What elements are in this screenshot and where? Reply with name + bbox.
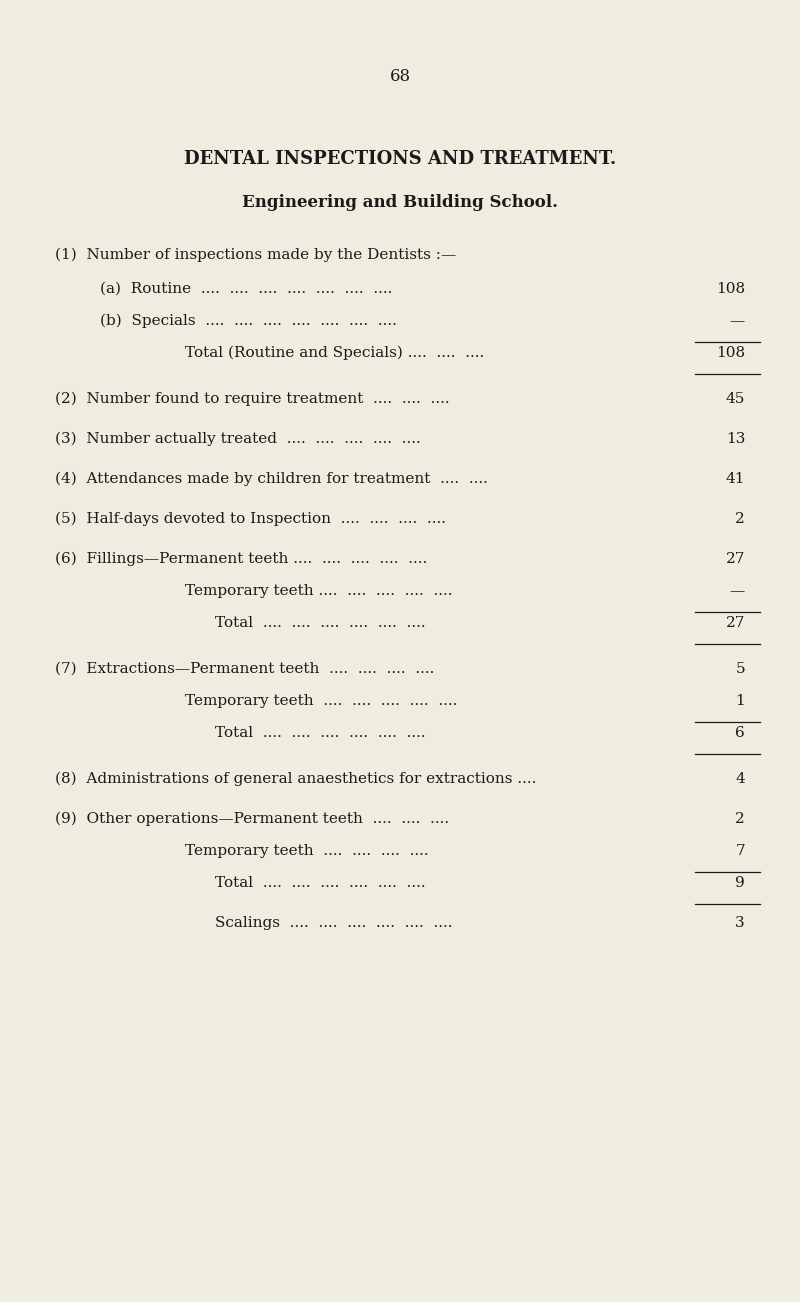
Text: 41: 41 [726, 473, 745, 486]
Text: (6)  Fillings—Permanent teeth ....  ....  ....  ....  ....: (6) Fillings—Permanent teeth .... .... .… [55, 552, 427, 566]
Text: 108: 108 [716, 346, 745, 359]
Text: 108: 108 [716, 283, 745, 296]
Text: 2: 2 [735, 812, 745, 825]
Text: 45: 45 [726, 392, 745, 406]
Text: (4)  Attendances made by children for treatment  ....  ....: (4) Attendances made by children for tre… [55, 473, 488, 487]
Text: (8)  Administrations of general anaesthetics for extractions ....: (8) Administrations of general anaesthet… [55, 772, 536, 786]
Text: (2)  Number found to require treatment  ....  ....  ....: (2) Number found to require treatment ..… [55, 392, 450, 406]
Text: Temporary teeth  ....  ....  ....  ....: Temporary teeth .... .... .... .... [185, 844, 429, 858]
Text: 2: 2 [735, 512, 745, 526]
Text: 9: 9 [735, 876, 745, 891]
Text: (a)  Routine  ....  ....  ....  ....  ....  ....  ....: (a) Routine .... .... .... .... .... ...… [100, 283, 392, 296]
Text: (5)  Half-days devoted to Inspection  ....  ....  ....  ....: (5) Half-days devoted to Inspection ....… [55, 512, 446, 526]
Text: (3)  Number actually treated  ....  ....  ....  ....  ....: (3) Number actually treated .... .... ..… [55, 432, 421, 447]
Text: Temporary teeth ....  ....  ....  ....  ....: Temporary teeth .... .... .... .... .... [185, 585, 453, 598]
Text: (9)  Other operations—Permanent teeth  ....  ....  ....: (9) Other operations—Permanent teeth ...… [55, 812, 449, 827]
Text: DENTAL INSPECTIONS AND TREATMENT.: DENTAL INSPECTIONS AND TREATMENT. [184, 150, 616, 168]
Text: Total (Routine and Specials) ....  ....  ....: Total (Routine and Specials) .... .... .… [185, 346, 484, 361]
Text: 27: 27 [726, 616, 745, 630]
Text: —: — [730, 314, 745, 328]
Text: 6: 6 [735, 727, 745, 740]
Text: Temporary teeth  ....  ....  ....  ....  ....: Temporary teeth .... .... .... .... .... [185, 694, 458, 708]
Text: (b)  Specials  ....  ....  ....  ....  ....  ....  ....: (b) Specials .... .... .... .... .... ..… [100, 314, 397, 328]
Text: (7)  Extractions—Permanent teeth  ....  ....  ....  ....: (7) Extractions—Permanent teeth .... ...… [55, 661, 434, 676]
Text: Total  ....  ....  ....  ....  ....  ....: Total .... .... .... .... .... .... [215, 727, 426, 740]
Text: Total  ....  ....  ....  ....  ....  ....: Total .... .... .... .... .... .... [215, 616, 426, 630]
Text: 1: 1 [735, 694, 745, 708]
Text: 4: 4 [735, 772, 745, 786]
Text: 68: 68 [390, 68, 410, 85]
Text: Engineering and Building School.: Engineering and Building School. [242, 194, 558, 211]
Text: 13: 13 [726, 432, 745, 447]
Text: (1)  Number of inspections made by the Dentists :—: (1) Number of inspections made by the De… [55, 247, 456, 263]
Text: 7: 7 [735, 844, 745, 858]
Text: 27: 27 [726, 552, 745, 566]
Text: —: — [730, 585, 745, 598]
Text: Total  ....  ....  ....  ....  ....  ....: Total .... .... .... .... .... .... [215, 876, 426, 891]
Text: 5: 5 [735, 661, 745, 676]
Text: 3: 3 [735, 917, 745, 930]
Text: Scalings  ....  ....  ....  ....  ....  ....: Scalings .... .... .... .... .... .... [215, 917, 453, 930]
